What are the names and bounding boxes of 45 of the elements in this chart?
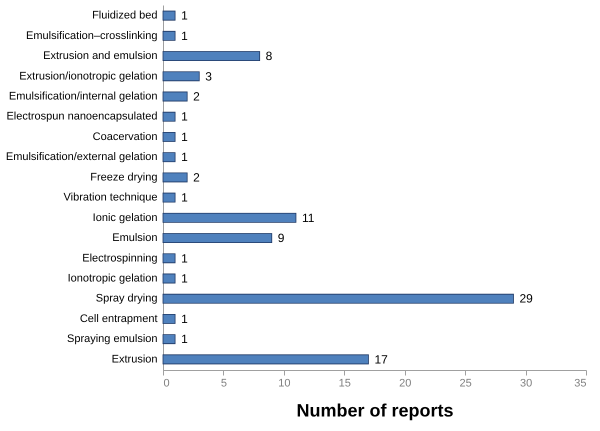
y-tick-label: Extrusion and emulsion (43, 50, 158, 62)
data-label: 8 (266, 49, 273, 64)
y-tick-label: Emulsification–crosslinking (26, 30, 158, 42)
data-label: 17 (374, 352, 388, 366)
x-tick-label: 20 (399, 378, 412, 390)
data-label: 1 (181, 28, 188, 43)
y-tick-label: Spraying emulsion (67, 333, 158, 346)
y-tick-label: Cell entrapment (80, 312, 158, 325)
data-label: 9 (278, 231, 285, 246)
data-label: 1 (181, 332, 188, 346)
data-label: 1 (181, 8, 188, 23)
data-label: 3 (205, 69, 212, 84)
x-tick-label: 35 (574, 378, 586, 390)
x-tick-label: 10 (278, 378, 290, 390)
data-label: 1 (181, 312, 188, 326)
y-tick-label: Extrusion (112, 353, 158, 366)
data-label: 29 (519, 292, 534, 306)
x-tick-label: 30 (520, 378, 532, 390)
x-tick-label: 5 (220, 378, 227, 390)
x-tick-label: 15 (338, 378, 351, 390)
y-tick-label: Freeze drying (90, 171, 158, 184)
x-tick-label: 0 (164, 378, 170, 390)
data-label: 2 (193, 170, 200, 184)
y-tick-label: Fluidized bed (92, 10, 158, 22)
data-label: 1 (181, 150, 188, 164)
x-tick-label: 25 (460, 378, 472, 390)
data-label: 2 (193, 90, 200, 104)
y-tick-label: Vibration technique (64, 192, 158, 204)
data-label: 1 (181, 130, 188, 144)
y-tick-label: Ionic gelation (92, 212, 158, 224)
y-tick-label: Extrusion/ionotropic gelation (19, 70, 158, 82)
y-tick-label: Ionotropic gelation (68, 272, 158, 284)
y-tick-label: Electrospinning (82, 252, 158, 264)
data-label: 1 (181, 190, 188, 205)
y-tick-label: Emulsification/external gelation (6, 151, 158, 164)
data-label: 1 (181, 110, 188, 124)
y-tick-label: Electrospun nanoencapsulated (6, 110, 158, 123)
data-label: 1 (181, 271, 188, 286)
y-tick-label: Coacervation (92, 130, 158, 143)
x-axis-title: Number of reports (296, 400, 454, 420)
data-label: 11 (302, 210, 315, 225)
data-label: 1 (181, 251, 188, 266)
y-tick-label: Emulsion (112, 232, 158, 244)
y-tick-label: Emulsification/internal gelation (8, 90, 158, 103)
y-tick-label: Spray drying (96, 292, 158, 305)
